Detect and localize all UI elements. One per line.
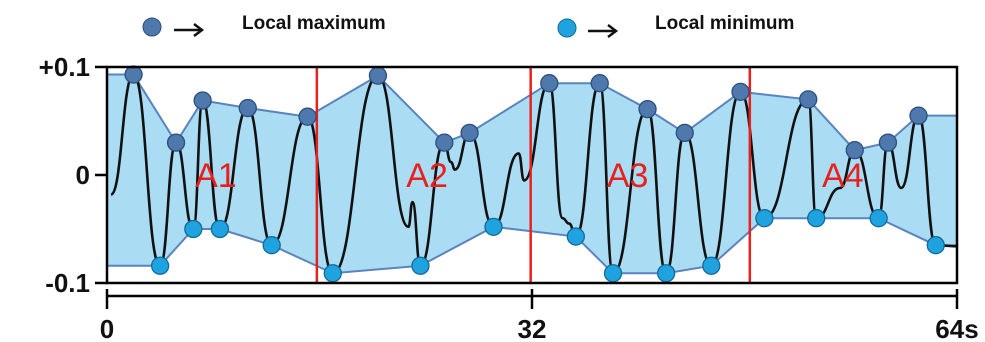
local-min-marker	[484, 217, 503, 236]
local-max-marker	[878, 133, 898, 152]
local-max-marker	[909, 106, 928, 125]
y-axis: +0.1 0 -0.1	[39, 52, 107, 298]
y-ticks: +0.1 0 -0.1	[39, 52, 107, 298]
region-label-a3: A3	[607, 157, 649, 195]
local-max-marker	[799, 90, 818, 109]
local-min-marker	[210, 219, 230, 239]
extrema-markers	[124, 65, 945, 283]
local-min-marker	[411, 256, 430, 275]
legend-arrowhead-icon	[193, 23, 205, 37]
y-tick-label: -0.1	[45, 268, 90, 298]
local-max-marker	[238, 98, 257, 118]
local-max-marker	[638, 99, 657, 119]
local-max-marker	[193, 91, 212, 110]
local-max-marker	[675, 123, 694, 143]
local-max-marker	[590, 74, 609, 93]
local-min-marker	[184, 219, 203, 239]
legend-marker-local-minimum	[557, 18, 577, 38]
local-max-marker	[460, 123, 479, 143]
signal-line	[109, 73, 958, 275]
legend-item-local-minimum: Local minimum	[557, 13, 794, 38]
local-max-marker	[731, 82, 750, 101]
envelope-fill	[107, 74, 957, 274]
local-min-marker	[262, 236, 281, 255]
local-min-marker	[807, 209, 826, 228]
local-max-marker	[124, 65, 143, 84]
x-ticks: 0 32 64s	[100, 289, 979, 342]
region-label-a1: A1	[195, 157, 237, 195]
local-max-marker	[540, 74, 559, 93]
plot-area: A1 A2 A3 A4	[105, 65, 959, 285]
legend: Local maximum Local minimum	[142, 13, 794, 38]
local-min-marker	[323, 264, 342, 283]
local-max-marker	[435, 133, 454, 152]
x-tick-label: 64s	[935, 314, 978, 342]
local-min-marker	[755, 209, 774, 228]
legend-arrowhead-icon	[607, 24, 619, 38]
local-min-marker	[702, 256, 721, 275]
local-max-marker	[298, 107, 317, 126]
region-labels: A1 A2 A3 A4	[195, 157, 863, 195]
region-label-a2: A2	[406, 157, 448, 195]
local-min-marker	[869, 209, 888, 228]
local-min-marker	[566, 227, 585, 246]
local-min-marker	[656, 264, 676, 283]
local-max-marker	[845, 141, 864, 160]
local-max-marker	[368, 66, 388, 85]
legend-marker-local-maximum	[142, 17, 162, 37]
region-label-a4: A4	[822, 157, 864, 195]
legend-label-local-minimum: Local minimum	[655, 13, 794, 34]
local-min-marker	[926, 236, 945, 255]
x-axis: 0 32 64s	[100, 289, 979, 342]
y-tick-label: 0	[76, 160, 90, 190]
y-tick-label: +0.1	[39, 52, 90, 82]
x-tick-label: 32	[518, 314, 547, 342]
local-min-marker	[603, 264, 623, 283]
local-max-marker	[166, 133, 186, 152]
x-tick-label: 0	[100, 314, 114, 342]
local-min-marker	[150, 256, 170, 275]
segment-dividers	[315, 67, 752, 283]
legend-item-local-maximum: Local maximum	[142, 13, 386, 37]
legend-label-local-maximum: Local maximum	[242, 13, 386, 34]
